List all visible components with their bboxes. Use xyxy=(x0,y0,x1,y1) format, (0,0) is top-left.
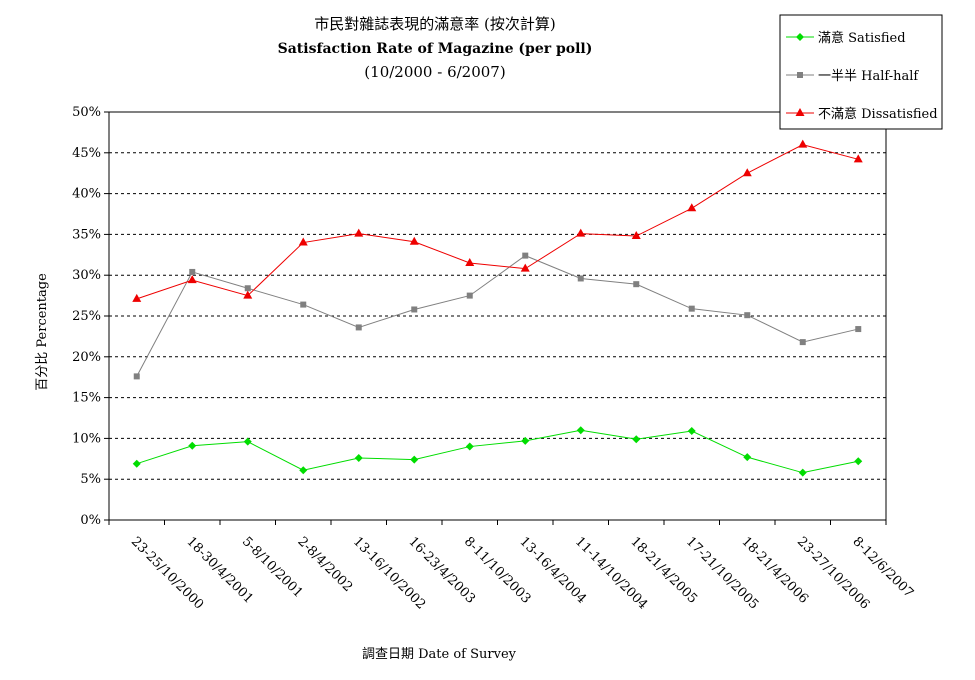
legend-marker xyxy=(797,72,803,78)
legend-item: 滿意 Satisfied xyxy=(786,30,906,46)
data-point xyxy=(409,236,419,245)
data-point xyxy=(187,275,197,284)
data-point xyxy=(631,231,641,240)
y-tick-label: 10% xyxy=(72,431,101,446)
data-point xyxy=(855,326,862,333)
legend-item: 一半半 Half-half xyxy=(786,69,919,84)
y-tick-label: 40% xyxy=(72,187,101,202)
data-point xyxy=(188,441,197,450)
data-point xyxy=(520,263,530,272)
data-point xyxy=(132,293,142,302)
data-point xyxy=(243,437,252,446)
x-tick-label: 2-8/4/2002 xyxy=(294,534,355,595)
legend-marker xyxy=(796,33,804,41)
y-tick-label: 5% xyxy=(80,472,101,487)
data-point xyxy=(687,203,697,212)
data-point xyxy=(300,301,307,308)
y-tick-label: 50% xyxy=(72,105,101,120)
data-point xyxy=(688,305,695,312)
series-lines xyxy=(132,139,863,477)
data-point xyxy=(854,457,863,466)
data-point xyxy=(744,312,751,319)
data-point xyxy=(577,275,584,282)
data-point xyxy=(354,453,363,462)
y-axis-label: 百分比 Percentage xyxy=(35,273,50,391)
y-tick-label: 25% xyxy=(72,309,101,324)
gridlines xyxy=(109,152,886,480)
series-group xyxy=(132,426,863,477)
series-group xyxy=(133,252,862,380)
data-point xyxy=(243,290,253,299)
chart-date-range: (10/2000 - 6/2007) xyxy=(364,63,505,81)
legend: 滿意 Satisfied 一半半 Half-half 不滿意 Dissatisfie… xyxy=(779,14,943,130)
data-point xyxy=(799,339,806,346)
series-line xyxy=(136,429,859,474)
y-tick-label: 45% xyxy=(72,146,101,161)
data-point xyxy=(132,459,141,468)
x-axis-label: 調查日期 Date of Survey xyxy=(362,647,517,662)
legend-label: 滿意 Satisfied xyxy=(818,30,906,46)
data-point xyxy=(798,468,807,477)
data-point xyxy=(133,373,140,380)
data-point xyxy=(465,257,475,266)
data-point xyxy=(244,285,251,292)
y-tick-label: 0% xyxy=(80,513,101,528)
data-point xyxy=(633,281,640,288)
y-tick-label: 30% xyxy=(72,268,101,283)
data-point xyxy=(743,453,752,462)
data-point xyxy=(687,427,696,436)
data-point xyxy=(298,237,308,246)
data-point xyxy=(632,435,641,444)
x-axis-ticks: 23-25/10/200018-30/4/20015-8/10/20012-8/… xyxy=(108,520,916,613)
data-point xyxy=(798,139,808,148)
data-point xyxy=(299,466,308,475)
data-point xyxy=(465,442,474,451)
chart-title: 市民對雜誌表現的滿意率 (按次計算) xyxy=(314,15,555,33)
data-point xyxy=(853,154,863,163)
data-point xyxy=(522,252,529,259)
series-line xyxy=(136,255,859,377)
legend-label: 一半半 Half-half xyxy=(818,69,919,84)
chart-subtitle: Satisfaction Rate of Magazine (per poll) xyxy=(278,41,593,57)
data-point xyxy=(466,292,473,299)
data-point xyxy=(521,436,530,445)
y-axis-ticks: 0% 5% 10% 15% 20% 25% 30% 35% 40% 45% 50% xyxy=(72,105,109,528)
legend-box xyxy=(779,14,943,130)
legend-marker xyxy=(795,108,805,116)
data-point xyxy=(742,168,752,177)
data-point xyxy=(354,228,364,237)
series-group xyxy=(132,139,863,302)
series-line xyxy=(136,144,859,300)
y-tick-label: 20% xyxy=(72,350,101,365)
y-tick-label: 15% xyxy=(72,391,101,406)
data-point xyxy=(411,306,418,313)
data-point xyxy=(355,324,362,331)
data-point xyxy=(189,268,196,275)
legend-item: 不滿意 Dissatisfied xyxy=(786,106,938,122)
legend-label: 不滿意 Dissatisfied xyxy=(818,106,938,122)
data-point xyxy=(576,228,586,237)
y-tick-label: 35% xyxy=(72,227,101,242)
data-point xyxy=(576,426,585,435)
data-point xyxy=(410,455,419,464)
